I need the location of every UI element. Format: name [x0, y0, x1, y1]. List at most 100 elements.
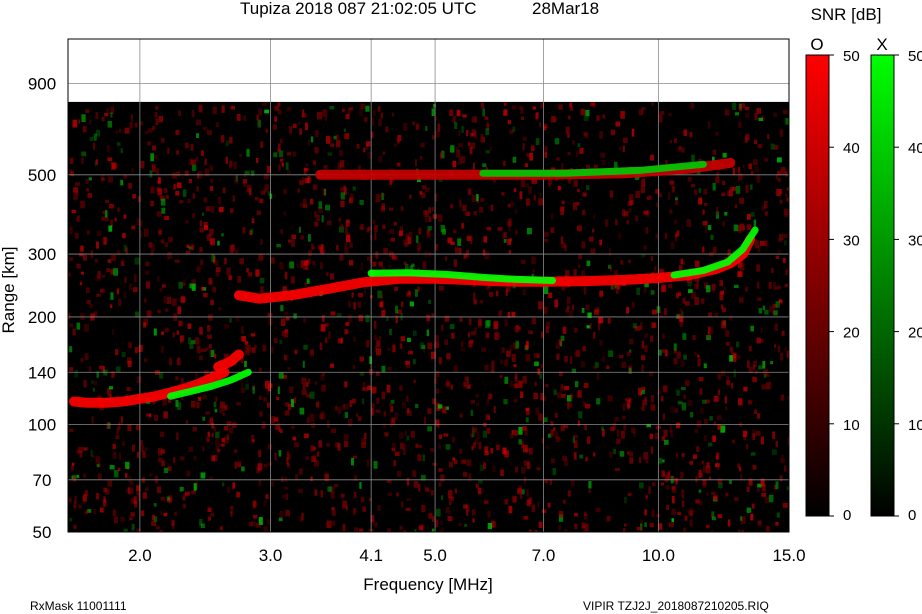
noise-speckle [643, 210, 649, 215]
noise-speckle [650, 446, 654, 454]
noise-speckle [208, 516, 211, 521]
noise-speckle [470, 399, 475, 404]
noise-speckle [408, 231, 413, 237]
noise-speckle [739, 466, 742, 470]
noise-speckle [84, 353, 89, 361]
noise-speckle [655, 233, 658, 239]
noise-speckle [389, 328, 392, 336]
noise-speckle [378, 155, 383, 163]
echo-traces [69, 157, 759, 408]
noise-speckle [679, 316, 684, 322]
noise-speckle [213, 401, 217, 408]
noise-speckle [465, 505, 470, 512]
noise-speckle [707, 332, 710, 339]
noise-speckle [417, 286, 420, 292]
noise-speckle [698, 489, 702, 493]
noise-speckle [775, 255, 780, 259]
noise-speckle [125, 461, 130, 469]
noise-speckle [512, 105, 517, 110]
noise-speckle [163, 512, 168, 517]
noise-speckle [97, 271, 101, 279]
noise-speckle [304, 433, 309, 439]
noise-speckle [524, 344, 529, 349]
noise-speckle [677, 511, 681, 516]
noise-speckle [560, 385, 566, 392]
noise-speckle [123, 174, 128, 179]
noise-speckle [302, 266, 307, 270]
noise-speckle [440, 474, 445, 482]
noise-speckle [86, 230, 90, 235]
y-tick-label: 100 [28, 415, 56, 434]
noise-speckle [424, 416, 427, 424]
noise-speckle [207, 334, 212, 339]
noise-speckle [379, 301, 383, 308]
noise-speckle [155, 106, 159, 110]
noise-speckle [602, 429, 605, 437]
noise-speckle [764, 211, 768, 216]
noise-speckle [745, 286, 748, 292]
noise-speckle [641, 389, 645, 395]
noise-speckle [577, 225, 582, 232]
noise-speckle [605, 219, 609, 227]
noise-speckle [322, 109, 328, 117]
noise-speckle [715, 452, 720, 460]
noise-speckle [82, 494, 87, 502]
noise-speckle [150, 153, 154, 162]
noise-speckle [486, 122, 490, 130]
noise-speckle [417, 177, 421, 183]
noise-speckle [627, 259, 631, 264]
noise-speckle [148, 413, 152, 418]
noise-speckle [372, 219, 376, 224]
noise-speckle [344, 226, 348, 235]
noise-speckle [118, 452, 122, 461]
noise-speckle [230, 510, 234, 515]
noise-speckle [417, 247, 421, 252]
noise-speckle [120, 179, 124, 186]
noise-speckle [499, 375, 503, 379]
noise-speckle [739, 103, 742, 111]
noise-speckle [228, 275, 232, 280]
noise-speckle [267, 312, 273, 317]
noise-speckle [87, 193, 92, 198]
noise-speckle [180, 335, 183, 344]
noise-speckle [246, 268, 249, 273]
noise-speckle [89, 304, 93, 309]
noise-speckle [281, 476, 284, 482]
noise-speckle [277, 102, 281, 107]
noise-speckle [390, 237, 396, 242]
noise-speckle [78, 446, 83, 453]
noise-speckle [478, 479, 483, 484]
noise-speckle [72, 119, 77, 128]
noise-speckle [449, 496, 454, 501]
noise-speckle [459, 317, 463, 322]
noise-speckle [716, 415, 722, 420]
noise-speckle [334, 442, 340, 448]
noise-speckle [498, 310, 503, 316]
noise-speckle [115, 130, 119, 134]
noise-speckle [425, 126, 428, 131]
noise-speckle [150, 244, 156, 252]
noise-speckle [681, 489, 685, 497]
noise-speckle [698, 470, 702, 478]
noise-speckle [396, 138, 400, 144]
noise-speckle [357, 301, 362, 308]
noise-speckle [567, 402, 570, 410]
noise-speckle [278, 164, 281, 171]
noise-speckle [330, 311, 336, 316]
noise-speckle [86, 188, 89, 192]
noise-speckle [420, 474, 426, 481]
colorbar-tick-label: 0 [843, 507, 851, 524]
noise-speckle [664, 233, 668, 240]
noise-speckle [692, 454, 697, 459]
noise-speckle [595, 507, 601, 512]
noise-speckle [678, 145, 681, 150]
noise-speckle [493, 405, 496, 414]
noise-speckle [380, 112, 384, 119]
noise-speckle [276, 244, 282, 248]
noise-speckle [509, 344, 513, 352]
noise-speckle [638, 109, 643, 116]
noise-speckle [267, 387, 272, 392]
noise-speckle [508, 505, 513, 514]
noise-speckle [319, 342, 323, 350]
noise-speckle [419, 190, 423, 195]
